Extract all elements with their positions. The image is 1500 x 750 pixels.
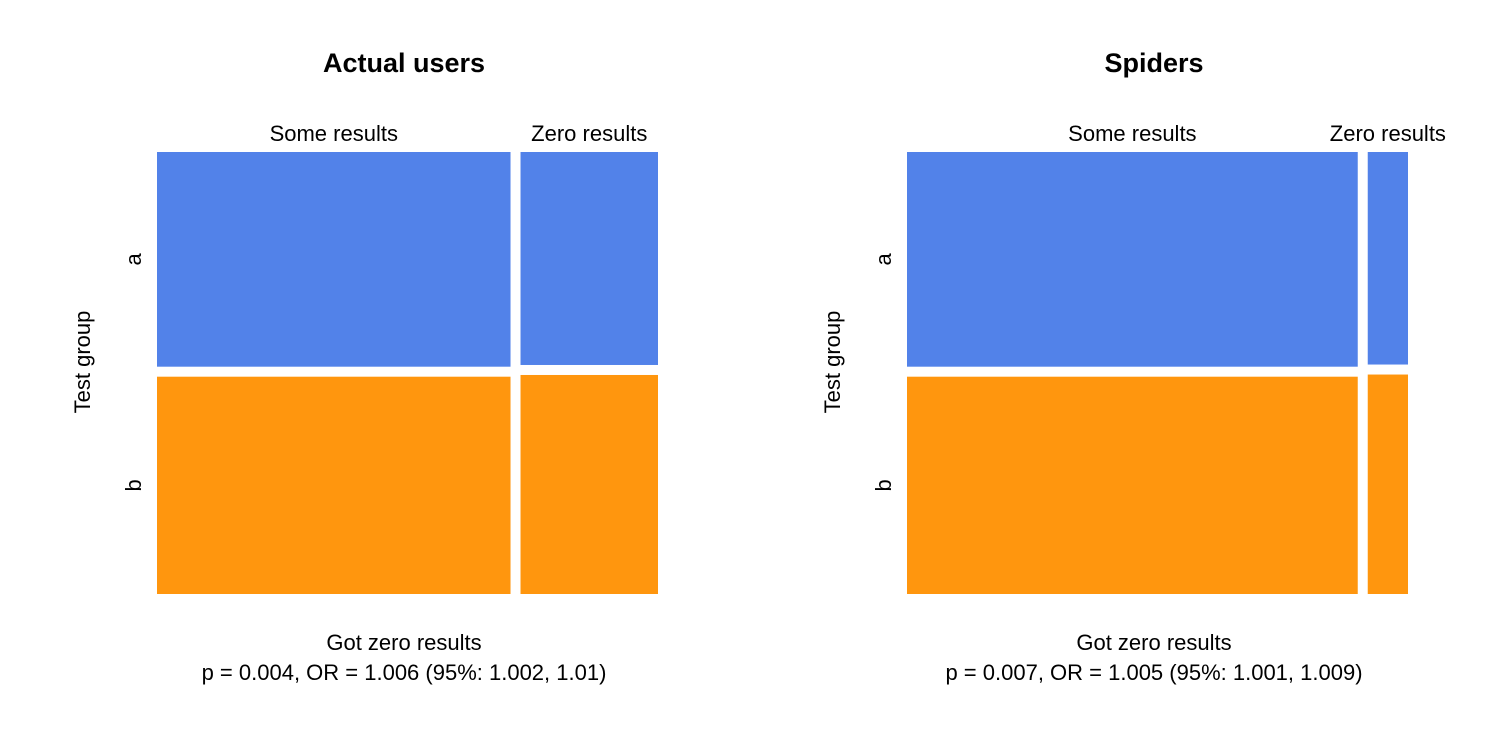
x-tick-label: Some results	[270, 121, 398, 146]
x-tick-labels: Some results Zero results	[1068, 121, 1446, 146]
y-tick-label: b	[871, 479, 896, 491]
x-tick-labels: Some results Zero results	[270, 121, 648, 146]
stats-annotation: p = 0.004, OR = 1.006 (95%: 1.002, 1.01)	[202, 660, 607, 685]
mosaic-tiles	[157, 152, 658, 594]
stats-annotation: p = 0.007, OR = 1.005 (95%: 1.001, 1.009…	[945, 660, 1362, 685]
x-tick-label: Zero results	[531, 121, 647, 146]
mosaic-tile-b-zero	[520, 374, 658, 594]
y-axis-label: Test group	[820, 311, 845, 414]
y-tick-label: a	[121, 252, 146, 265]
mosaic-panel-actual-users: Actual users Test group Got zero results…	[70, 48, 658, 685]
mosaic-tile-a-zero	[520, 152, 658, 365]
mosaic-tile-b-some	[907, 376, 1358, 594]
y-tick-label: a	[871, 252, 896, 265]
mosaic-tile-b-zero	[1367, 374, 1408, 594]
x-tick-label: Zero results	[1330, 121, 1446, 146]
x-axis-label: Got zero results	[1076, 630, 1231, 655]
mosaic-tile-a-zero	[1367, 152, 1408, 365]
mosaic-panel-spiders: Spiders Test group Got zero results p = …	[820, 48, 1446, 685]
mosaic-tiles	[907, 152, 1408, 594]
x-tick-label: Some results	[1068, 121, 1196, 146]
chart-title: Actual users	[323, 48, 485, 78]
chart-title: Spiders	[1104, 48, 1203, 78]
x-axis-label: Got zero results	[326, 630, 481, 655]
y-tick-labels: ab	[121, 252, 146, 491]
mosaic-tile-a-some	[907, 152, 1358, 367]
mosaic-tile-a-some	[157, 152, 511, 367]
y-tick-label: b	[121, 479, 146, 491]
y-tick-labels: ab	[871, 252, 896, 491]
mosaic-tile-b-some	[157, 376, 511, 594]
y-axis-label: Test group	[70, 311, 95, 414]
